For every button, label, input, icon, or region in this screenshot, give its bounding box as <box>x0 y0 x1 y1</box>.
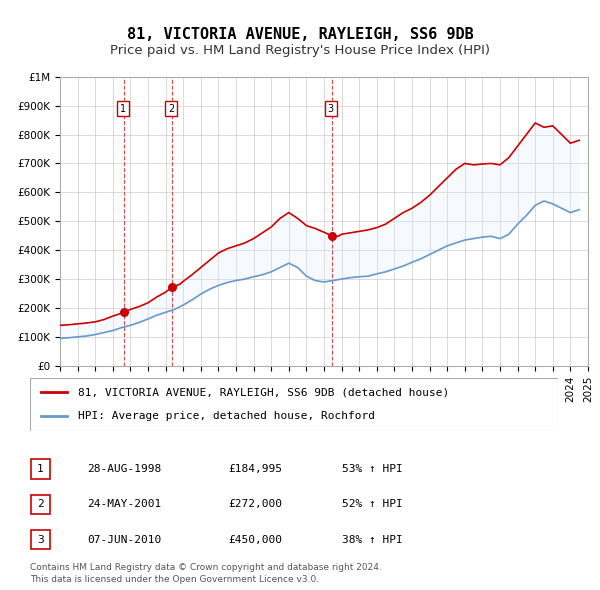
Text: 1: 1 <box>120 103 127 113</box>
Text: Price paid vs. HM Land Registry's House Price Index (HPI): Price paid vs. HM Land Registry's House … <box>110 44 490 57</box>
Point <box>119 307 129 317</box>
Text: 52% ↑ HPI: 52% ↑ HPI <box>342 500 403 509</box>
Point <box>167 283 177 292</box>
Text: 07-JUN-2010: 07-JUN-2010 <box>87 535 161 545</box>
Text: £272,000: £272,000 <box>228 500 282 509</box>
FancyBboxPatch shape <box>30 378 558 431</box>
Text: 81, VICTORIA AVENUE, RAYLEIGH, SS6 9DB (detached house): 81, VICTORIA AVENUE, RAYLEIGH, SS6 9DB (… <box>77 388 449 398</box>
Text: 24-MAY-2001: 24-MAY-2001 <box>87 500 161 509</box>
Text: 3: 3 <box>37 535 44 545</box>
Text: 38% ↑ HPI: 38% ↑ HPI <box>342 535 403 545</box>
Text: £450,000: £450,000 <box>228 535 282 545</box>
FancyBboxPatch shape <box>31 530 50 549</box>
Point <box>327 231 337 241</box>
FancyBboxPatch shape <box>31 460 50 478</box>
Text: 3: 3 <box>328 103 334 113</box>
Text: 1: 1 <box>37 464 44 474</box>
FancyBboxPatch shape <box>31 495 50 514</box>
Text: £184,995: £184,995 <box>228 464 282 474</box>
Text: 53% ↑ HPI: 53% ↑ HPI <box>342 464 403 474</box>
Text: This data is licensed under the Open Government Licence v3.0.: This data is licensed under the Open Gov… <box>30 575 319 584</box>
Text: 81, VICTORIA AVENUE, RAYLEIGH, SS6 9DB: 81, VICTORIA AVENUE, RAYLEIGH, SS6 9DB <box>127 27 473 41</box>
Text: 2: 2 <box>37 500 44 509</box>
Text: 2: 2 <box>168 103 175 113</box>
Text: 28-AUG-1998: 28-AUG-1998 <box>87 464 161 474</box>
Text: Contains HM Land Registry data © Crown copyright and database right 2024.: Contains HM Land Registry data © Crown c… <box>30 563 382 572</box>
Text: HPI: Average price, detached house, Rochford: HPI: Average price, detached house, Roch… <box>77 411 374 421</box>
